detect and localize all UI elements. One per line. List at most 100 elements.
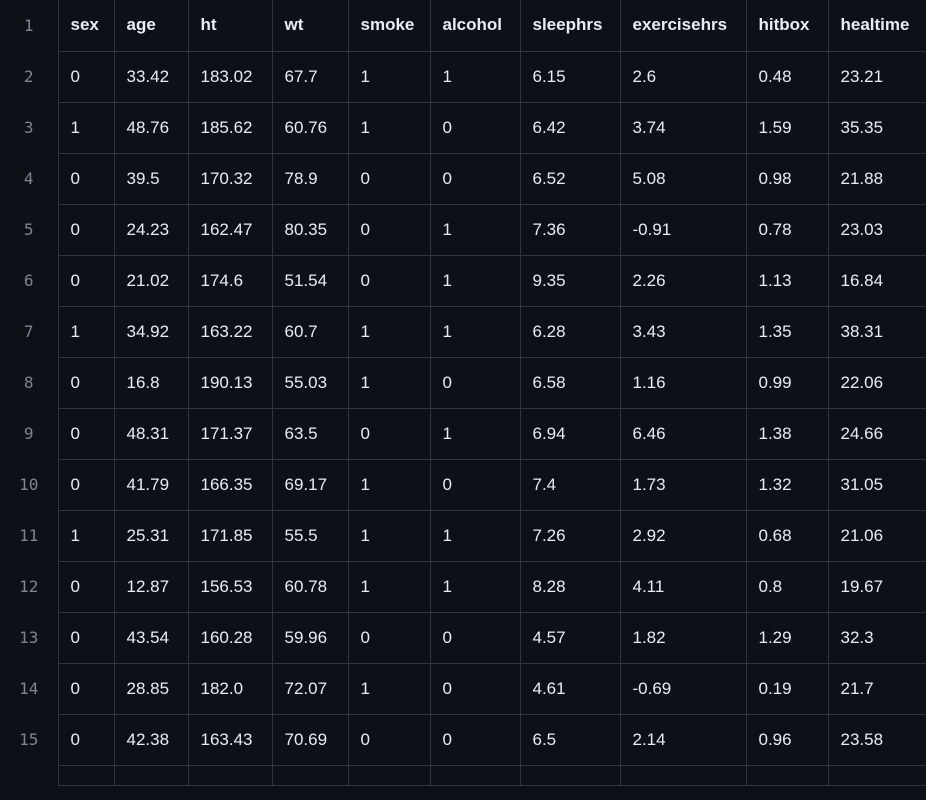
table-row: 10 0 41.79 166.35 69.17 1 0 7.4 1.73 1.32 31.05: [0, 459, 926, 511]
table-row: 15 0 42.38 163.43 70.69 0 0 6.5 2.14 0.96 23.58: [0, 714, 926, 766]
table-cell: 23.03: [828, 204, 926, 256]
line-number[interactable]: 15: [0, 714, 59, 765]
table-cell: 12.87: [114, 561, 189, 613]
table-row: 14 0 28.85 182.0 72.07 1 0 4.61 -0.69 0.19 21.7: [0, 663, 926, 715]
table-cell: 59.96: [272, 612, 349, 664]
header-cell: healtime: [828, 0, 926, 52]
table-cell: 174.6: [188, 255, 273, 307]
table-cell: 72.07: [272, 663, 349, 715]
line-number[interactable]: 14: [0, 663, 59, 714]
table-cell: 0: [58, 153, 115, 205]
table-cell: 39.5: [114, 153, 189, 205]
line-number[interactable]: 13: [0, 612, 59, 663]
table-cell: 0: [348, 408, 431, 460]
table-cell: 4.11: [620, 561, 747, 613]
table-cell: 0.68: [746, 510, 829, 562]
table-row-partial: [0, 765, 926, 786]
table-cell: 78.9: [272, 153, 349, 205]
table-cell: 171.85: [188, 510, 273, 562]
table-cell: 0: [348, 612, 431, 664]
header-cell: sleephrs: [520, 0, 621, 52]
line-number[interactable]: 2: [0, 51, 59, 102]
table-cell: 21.02: [114, 255, 189, 307]
line-number[interactable]: 4: [0, 153, 59, 204]
table-cell: 0: [430, 714, 521, 766]
table-cell: 0: [348, 204, 431, 256]
table-cell: 1.82: [620, 612, 747, 664]
table-cell: 160.28: [188, 612, 273, 664]
table-cell: 1.73: [620, 459, 747, 511]
table-cell: 6.94: [520, 408, 621, 460]
table-cell: 7.36: [520, 204, 621, 256]
table-cell: 19.67: [828, 561, 926, 613]
header-cell: hitbox: [746, 0, 829, 52]
table-cell: 0: [430, 357, 521, 409]
table-cell: 32.3: [828, 612, 926, 664]
table-cell: 63.5: [272, 408, 349, 460]
table-cell: 34.92: [114, 306, 189, 358]
table-cell: 1: [430, 510, 521, 562]
line-number[interactable]: 7: [0, 306, 59, 357]
table-cell: [348, 765, 431, 786]
line-number[interactable]: 6: [0, 255, 59, 306]
table-cell: [430, 765, 521, 786]
line-number[interactable]: 5: [0, 204, 59, 255]
line-number[interactable]: 9: [0, 408, 59, 459]
table-cell: 1.13: [746, 255, 829, 307]
table-cell: 0: [58, 612, 115, 664]
table-cell: 3.43: [620, 306, 747, 358]
table-cell: -0.91: [620, 204, 747, 256]
table-cell: -0.69: [620, 663, 747, 715]
table-cell: 0: [58, 204, 115, 256]
header-cell: exercisehrs: [620, 0, 747, 52]
table-row: 9 0 48.31 171.37 63.5 0 1 6.94 6.46 1.38 24.66: [0, 408, 926, 460]
table-cell: 0.48: [746, 51, 829, 103]
table-cell: 6.42: [520, 102, 621, 154]
table-cell: 69.17: [272, 459, 349, 511]
line-number[interactable]: 10: [0, 459, 59, 510]
table-cell: 1: [58, 306, 115, 358]
table-cell: [520, 765, 621, 786]
line-number[interactable]: 12: [0, 561, 59, 612]
table-cell: 2.14: [620, 714, 747, 766]
line-number: [0, 765, 59, 785]
table-cell: 22.06: [828, 357, 926, 409]
table-cell: 60.76: [272, 102, 349, 154]
table-cell: 1.59: [746, 102, 829, 154]
table-cell: 4.61: [520, 663, 621, 715]
table-cell: 0: [348, 255, 431, 307]
table-cell: 24.66: [828, 408, 926, 460]
table-cell: 23.58: [828, 714, 926, 766]
table-cell: 170.32: [188, 153, 273, 205]
header-cell: age: [114, 0, 189, 52]
table-cell: 163.43: [188, 714, 273, 766]
table-cell: 16.84: [828, 255, 926, 307]
line-number[interactable]: 3: [0, 102, 59, 153]
table-cell: 0: [58, 255, 115, 307]
table-cell: 156.53: [188, 561, 273, 613]
table-cell: 1: [348, 51, 431, 103]
table-cell: [272, 765, 349, 786]
table-cell: 0.98: [746, 153, 829, 205]
table-cell: 0.96: [746, 714, 829, 766]
table-row: 2 0 33.42 183.02 67.7 1 1 6.15 2.6 0.48 23.21: [0, 51, 926, 103]
table-cell: 166.35: [188, 459, 273, 511]
table-cell: 35.35: [828, 102, 926, 154]
header-cell: smoke: [348, 0, 431, 52]
line-number[interactable]: 1: [0, 0, 59, 51]
table-cell: 1: [430, 255, 521, 307]
table-cell: 25.31: [114, 510, 189, 562]
table-cell: 0: [58, 714, 115, 766]
table-cell: 6.28: [520, 306, 621, 358]
table-cell: 0: [430, 663, 521, 715]
table-cell: 55.5: [272, 510, 349, 562]
table-cell: 2.26: [620, 255, 747, 307]
table-cell: 70.69: [272, 714, 349, 766]
line-number[interactable]: 11: [0, 510, 59, 561]
table-cell: [620, 765, 747, 786]
line-number[interactable]: 8: [0, 357, 59, 408]
table-cell: 6.58: [520, 357, 621, 409]
table-cell: [746, 765, 829, 786]
